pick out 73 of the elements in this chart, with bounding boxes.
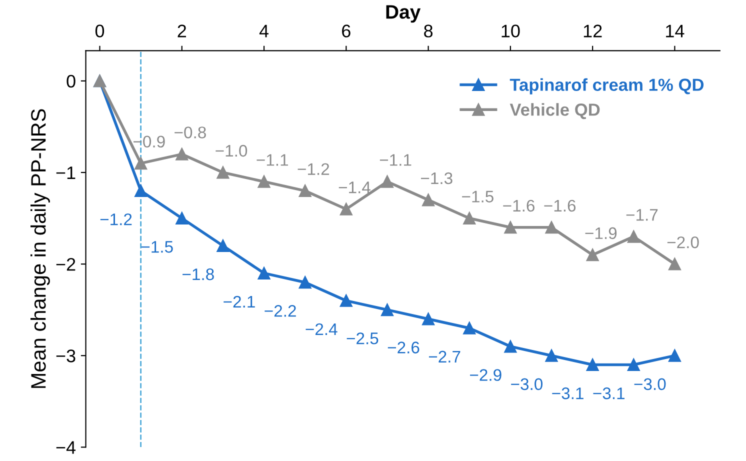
point [586,248,599,262]
point [668,258,681,270]
y-axis-title: Mean change in daily PP-NRS [30,109,50,388]
y-tick-label: 0 [66,74,76,88]
x-tick-label: 14 [666,24,684,38]
data-label: −2.2 [264,305,296,317]
point [380,304,394,316]
data-label: −0.8 [174,126,206,138]
data-label: −2.7 [428,350,460,362]
data-label: −0.9 [134,136,165,148]
data-label: −2.5 [346,332,378,344]
point [216,166,230,179]
point [422,194,435,206]
data-label: −1.6 [503,200,534,212]
data-label: −2.6 [388,342,420,354]
data-label: −1.6 [544,200,576,212]
data-label: −2.0 [667,236,699,248]
data-label: −2.4 [306,323,338,335]
point [134,157,148,170]
point [380,175,394,188]
point [340,294,352,307]
point [134,184,148,198]
point [298,184,312,198]
x-tick-label: 8 [424,24,433,38]
x-tick-label: 6 [342,24,350,38]
point [258,175,270,188]
point [504,221,517,234]
data-label: −1.2 [298,163,330,175]
data-label: −1.0 [216,144,248,157]
point [298,276,312,289]
x-tick-label: 0 [95,24,104,38]
data-label: −3.1 [593,387,624,400]
data-label: −2.1 [224,296,255,308]
x-tick-label: 4 [259,24,269,38]
x-tick-label: 12 [584,24,602,38]
y-tick-label: −1 [56,166,76,180]
x-axis-title: Day [386,5,421,23]
point [627,230,640,243]
data-label: −1.1 [380,154,412,166]
data-label: −1.1 [256,154,288,166]
data-label: −3.1 [552,387,584,400]
y-tick-label: −2 [56,258,76,271]
point [545,349,558,362]
data-label: −1.2 [100,213,132,226]
legend-label: Tapinarof cream 1% QD [510,78,704,94]
data-label: −1.9 [585,227,617,240]
data-label: −3.0 [511,378,543,390]
point [422,312,435,326]
point [586,358,599,372]
point [504,340,517,353]
point [340,202,352,216]
point [176,148,188,160]
data-label: −1.8 [182,268,214,280]
point [176,212,188,225]
point [627,358,640,372]
y-tick-label: −3 [56,350,76,362]
data-label: −3.0 [634,378,666,390]
data-label: −1.5 [462,190,494,202]
point [463,212,476,225]
data-label: −1.3 [421,172,452,184]
legend-label: Vehicle QD [510,103,600,120]
point [668,349,681,362]
data-label: −1.4 [338,182,370,194]
point [216,239,230,252]
data-label: −1.7 [626,209,658,221]
data-label: −1.5 [141,241,173,253]
point [258,266,270,280]
point [545,221,558,234]
x-tick-label: 2 [178,24,186,38]
x-tick-label: 10 [502,24,520,38]
point [463,322,476,334]
y-tick-label: −4 [56,441,76,454]
data-label: −2.9 [470,369,502,381]
